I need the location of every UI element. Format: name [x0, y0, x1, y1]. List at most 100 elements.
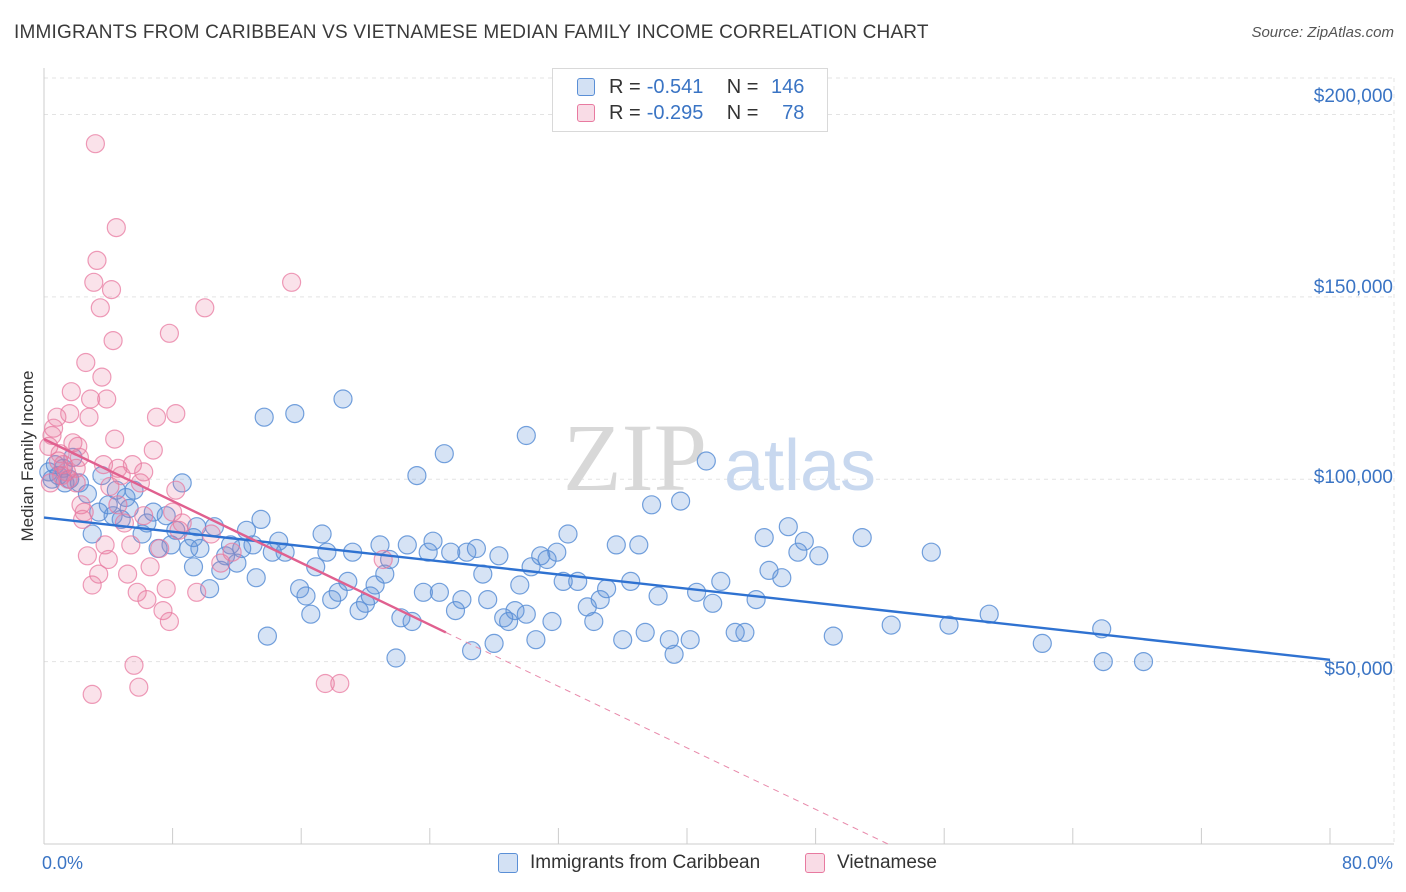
- data-point-vietnamese: [129, 677, 149, 697]
- data-point-caribbean: [553, 571, 573, 592]
- series-vietnamese-points: [39, 134, 393, 705]
- data-point-caribbean: [584, 611, 604, 632]
- data-point-caribbean: [227, 553, 247, 573]
- data-point-vietnamese: [156, 579, 176, 599]
- trend-line-vietnamese: [43, 438, 447, 634]
- bottom-legend-swatch-vietnamese: [805, 853, 825, 873]
- data-point-vietnamese: [98, 549, 118, 570]
- data-point-caribbean: [322, 589, 342, 610]
- data-point-vietnamese: [122, 455, 142, 475]
- data-point-vietnamese: [47, 407, 67, 427]
- data-point-vietnamese: [124, 655, 144, 675]
- legend-r-value: -0.541: [646, 75, 704, 98]
- data-point-vietnamese: [97, 389, 117, 409]
- data-point-vietnamese: [84, 272, 104, 292]
- data-point-caribbean: [659, 630, 679, 650]
- data-point-caribbean: [641, 495, 662, 515]
- data-point-vietnamese: [106, 218, 126, 238]
- data-point-caribbean: [457, 542, 477, 562]
- legend-row-vietnamese: R = -0.295 N = 78: [577, 100, 804, 126]
- data-point-caribbean: [423, 531, 443, 551]
- data-point-caribbean: [1133, 651, 1154, 672]
- stats-legend: R = -0.541 N = 146 R = -0.295 N = 78: [552, 68, 828, 132]
- watermark-atlas: atlas: [724, 426, 876, 506]
- data-point-caribbean: [686, 582, 707, 602]
- data-point-vietnamese: [85, 134, 106, 154]
- data-point-caribbean: [921, 542, 941, 562]
- data-point-caribbean: [590, 589, 610, 610]
- data-point-vietnamese: [90, 298, 110, 318]
- data-point-caribbean: [852, 527, 872, 548]
- data-point-caribbean: [606, 535, 626, 555]
- data-point-caribbean: [788, 542, 808, 562]
- data-point-vietnamese: [71, 495, 91, 515]
- trend-lines: [43, 438, 1331, 845]
- data-point-caribbean: [190, 538, 210, 559]
- data-point-vietnamese: [140, 557, 160, 577]
- data-point-vietnamese: [80, 389, 101, 409]
- data-point-caribbean: [466, 538, 486, 559]
- bottom-legend-vietnamese[interactable]: Vietnamese: [805, 852, 937, 874]
- data-point-caribbean: [220, 535, 241, 555]
- data-point-vietnamese: [159, 323, 179, 343]
- legend-r-label: R =: [609, 75, 641, 98]
- data-point-caribbean: [290, 579, 310, 599]
- bottom-legend-caribbean[interactable]: Immigrants from Caribbean: [498, 852, 760, 874]
- legend-row-caribbean: R = -0.541 N = 146: [577, 74, 804, 100]
- data-point-caribbean: [489, 546, 509, 566]
- legend-swatch-caribbean: [577, 78, 595, 96]
- data-point-vietnamese: [89, 564, 109, 584]
- data-point-caribbean: [542, 611, 562, 632]
- chart-title: IMMIGRANTS FROM CARIBBEAN VS VIETNAMESE …: [14, 22, 929, 43]
- data-point-vietnamese: [103, 331, 123, 351]
- legend-n-value: 78: [782, 101, 805, 124]
- data-point-caribbean: [696, 451, 716, 471]
- data-point-vietnamese: [163, 502, 183, 522]
- data-point-vietnamese: [143, 440, 163, 460]
- data-point-caribbean: [296, 586, 316, 606]
- y-tick-label: $200,000: [1313, 86, 1393, 107]
- data-point-vietnamese: [153, 600, 173, 621]
- legend-n-label: N =: [726, 75, 759, 98]
- bottom-legend-label: Immigrants from Caribbean: [530, 852, 761, 873]
- data-point-caribbean: [413, 582, 433, 602]
- bottom-legend-label: Vietnamese: [837, 852, 937, 873]
- data-point-caribbean: [301, 604, 321, 624]
- data-point-vietnamese: [166, 480, 186, 500]
- legend-n-label: N =: [726, 101, 759, 124]
- x-tick-label-min: 0.0%: [42, 853, 84, 873]
- data-point-caribbean: [478, 589, 498, 610]
- data-point-caribbean: [754, 527, 774, 548]
- data-point-caribbean: [462, 641, 482, 661]
- data-point-caribbean: [365, 575, 385, 595]
- data-point-caribbean: [746, 589, 766, 610]
- data-point-caribbean: [246, 568, 266, 588]
- data-point-caribbean: [111, 509, 131, 530]
- data-point-caribbean: [183, 557, 204, 577]
- data-point-caribbean: [1032, 633, 1052, 654]
- data-point-caribbean: [254, 407, 274, 427]
- data-point-caribbean: [725, 622, 745, 643]
- data-point-vietnamese: [172, 513, 192, 533]
- data-point-caribbean: [510, 575, 530, 595]
- data-point-caribbean: [317, 542, 337, 562]
- data-point-caribbean: [285, 404, 305, 424]
- data-point-vietnamese: [52, 466, 72, 486]
- watermark: ZIP atlas: [563, 404, 876, 511]
- data-point-caribbean: [516, 425, 536, 446]
- data-point-caribbean: [629, 535, 649, 555]
- data-point-caribbean: [596, 579, 617, 599]
- data-point-caribbean: [397, 535, 417, 555]
- data-point-vietnamese: [92, 367, 112, 387]
- data-point-caribbean: [333, 389, 353, 409]
- data-point-caribbean: [778, 517, 798, 537]
- data-point-vietnamese: [40, 473, 61, 493]
- y-tick-label: $50,000: [1324, 659, 1393, 680]
- legend-n-value: 146: [771, 75, 805, 98]
- data-point-vietnamese: [101, 280, 122, 300]
- data-point-caribbean: [386, 648, 406, 668]
- data-point-caribbean: [211, 560, 231, 581]
- data-point-caribbean: [680, 630, 700, 650]
- data-point-caribbean: [116, 487, 136, 508]
- x-tick-label-max: 80.0%: [1341, 853, 1393, 873]
